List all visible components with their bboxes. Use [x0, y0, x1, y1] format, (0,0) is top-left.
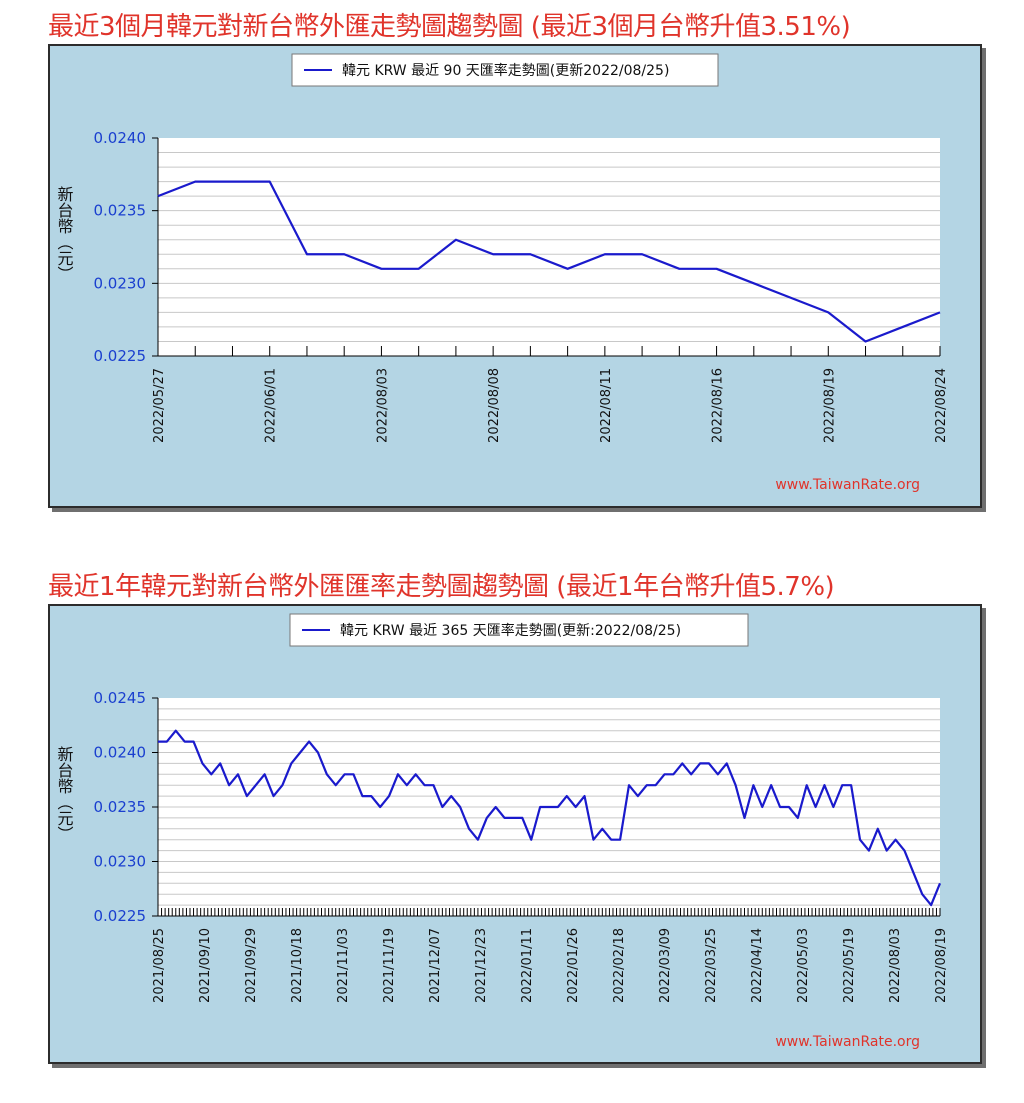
- x-tick-label: 2021/11/19: [382, 928, 397, 1003]
- y-tick-label: 0.0235: [94, 202, 147, 220]
- x-tick-label: 2022/05/03: [796, 928, 811, 1003]
- x-tick-label: 2022/08/19: [934, 928, 949, 1003]
- chart-panel-3-month: 韓元 KRW 最近 90 天匯率走勢圖(更新2022/08/25) 0.0240 0…: [48, 44, 982, 508]
- series-line: [158, 729, 942, 907]
- chart-1-year-krw-twd: 韓元 KRW 最近 365 天匯率走勢圖(更新:2022/08/25) 0.024…: [55, 613, 949, 1050]
- x-tick-label: 2022/01/26: [566, 928, 581, 1003]
- x-ticks: [157, 908, 941, 916]
- watermark-text[interactable]: www.TaiwanRate.org: [775, 1034, 920, 1050]
- x-tick-label: 2022/08/03: [375, 368, 390, 443]
- y-tick-label: 0.0230: [94, 274, 147, 292]
- x-tick-label: 2021/12/07: [428, 928, 443, 1003]
- x-tick-label: 2022/01/11: [520, 928, 535, 1003]
- y-tick-label: 0.0240: [94, 129, 147, 147]
- x-tick-label: 2021/10/18: [290, 928, 305, 1003]
- x-tick-label: 2022/08/11: [599, 368, 614, 443]
- y-tick-label: 0.0225: [94, 347, 147, 365]
- y-tick-label: 0.0245: [94, 689, 147, 707]
- y-tick-label: 0.0235: [94, 798, 147, 816]
- x-tick-label: 2022/04/14: [750, 928, 765, 1003]
- x-tick-label: 2022/08/24: [934, 368, 949, 443]
- x-tick-label: 2021/11/03: [336, 928, 351, 1003]
- x-tick-label: 2022/06/01: [264, 368, 279, 443]
- x-tick-label: 2021/09/10: [198, 928, 213, 1003]
- plot-area: [158, 138, 940, 356]
- x-tick-label: 2022/03/25: [704, 928, 719, 1003]
- x-tick-label: 2021/09/29: [244, 928, 259, 1003]
- gridlines: [158, 152, 940, 342]
- legend-box: [289, 613, 749, 647]
- chart-3-month-krw-twd: 韓元 KRW 最近 90 天匯率走勢圖(更新2022/08/25) 0.0240 0…: [55, 53, 949, 493]
- y-axis-label: 新台幣（元）: [55, 746, 74, 842]
- legend-entry: 韓元 KRW 最近 90 天匯率走勢圖(更新2022/08/25): [342, 62, 669, 79]
- x-tick-label: 2022/03/09: [658, 928, 673, 1003]
- chart-title-1-year: 最近1年韓元對新台幣外匯匯率走勢圖趨勢圖 (最近1年台幣升值5.7%): [48, 572, 835, 602]
- x-tick-label: 2022/08/19: [822, 368, 837, 443]
- y-tick-label: 0.0230: [94, 853, 147, 871]
- chart-title-3-month: 最近3個月韓元對新台幣外匯走勢圖趨勢圖 (最近3個月台幣升值3.51%): [48, 12, 851, 42]
- y-axis-label: 新台幣（元）: [55, 186, 74, 282]
- gridlines: [158, 708, 940, 906]
- x-tick-label: 2022/05/27: [152, 368, 167, 443]
- x-tick-label: 2022/05/19: [842, 928, 857, 1003]
- y-tick-label: 0.0240: [94, 744, 147, 762]
- x-tick-label: 2021/12/23: [474, 928, 489, 1003]
- legend-entry: 韓元 KRW 最近 365 天匯率走勢圖(更新:2022/08/25): [340, 622, 681, 639]
- chart-panel-1-year: 韓元 KRW 最近 365 天匯率走勢圖(更新:2022/08/25) 0.024…: [48, 604, 982, 1064]
- x-tick-label: 2021/08/25: [152, 928, 167, 1003]
- legend: 韓元 KRW 最近 90 天匯率走勢圖(更新2022/08/25): [291, 53, 719, 87]
- watermark-text[interactable]: www.TaiwanRate.org: [775, 477, 920, 493]
- x-tick-label: 2022/02/18: [612, 928, 627, 1003]
- x-tick-label: 2022/08/16: [711, 368, 726, 443]
- y-tick-label: 0.0225: [94, 907, 147, 925]
- legend-box: [291, 53, 719, 87]
- series-line: [157, 180, 941, 343]
- legend: 韓元 KRW 最近 365 天匯率走勢圖(更新:2022/08/25): [289, 613, 749, 647]
- x-tick-label: 2022/08/08: [487, 368, 502, 443]
- x-tick-label: 2022/08/03: [888, 928, 903, 1003]
- x-ticks: [157, 346, 941, 356]
